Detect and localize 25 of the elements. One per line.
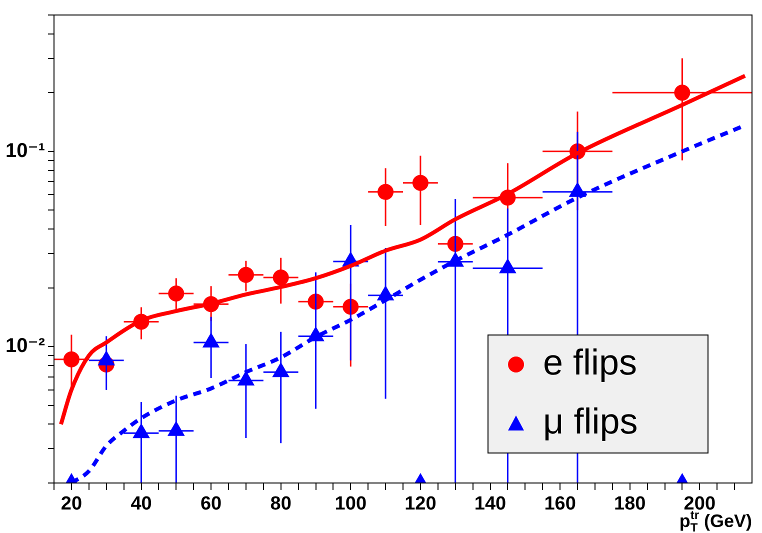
point bbox=[237, 370, 255, 386]
x-tick-label: 140 bbox=[474, 494, 506, 515]
legend-label: μ flips bbox=[543, 400, 638, 442]
point bbox=[412, 174, 428, 191]
y-tick-label: 10⁻² bbox=[6, 335, 46, 358]
x-tick-label: 100 bbox=[334, 494, 366, 515]
x-tick-label: 40 bbox=[130, 494, 152, 515]
point bbox=[238, 266, 254, 283]
point bbox=[272, 269, 289, 286]
point bbox=[132, 423, 150, 438]
x-tick-label: 60 bbox=[200, 494, 222, 515]
point bbox=[202, 332, 220, 348]
x-tick-label: 80 bbox=[270, 494, 292, 515]
point bbox=[98, 350, 116, 366]
point bbox=[378, 184, 394, 200]
x-tick-label: 180 bbox=[614, 494, 646, 515]
x-tick-label: 120 bbox=[404, 494, 436, 515]
y-tick-label: 10⁻¹ bbox=[6, 140, 46, 162]
x-tick-label: 20 bbox=[60, 494, 82, 515]
point bbox=[674, 84, 690, 101]
point bbox=[499, 258, 516, 274]
legend-label: e flips bbox=[543, 341, 638, 382]
x-tick-label: 160 bbox=[544, 494, 576, 515]
point bbox=[167, 420, 185, 436]
point bbox=[272, 362, 290, 378]
